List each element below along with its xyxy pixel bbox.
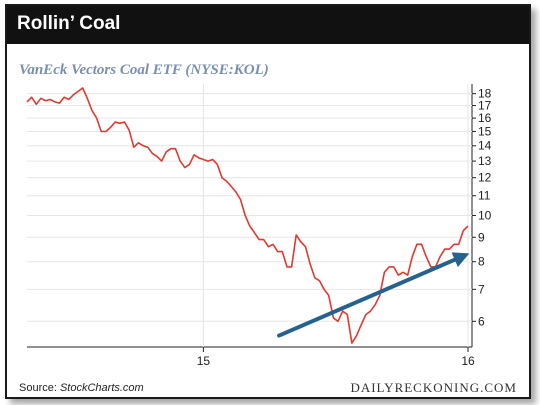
- y-tick-label: 15: [478, 124, 492, 138]
- y-tick-label: 12: [478, 171, 492, 185]
- y-tick-label: 14: [478, 139, 492, 153]
- x-tick-label: 16: [461, 354, 475, 368]
- source-label: Source:: [19, 382, 60, 394]
- y-tick-label: 18: [478, 87, 492, 101]
- brand-logo-text: DAILYRECKONING.COM: [350, 380, 517, 395]
- chart-card: Rollin’ Coal VanEck Vectors Coal ETF (NY…: [5, 4, 531, 399]
- chart-title: VanEck Vectors Coal ETF (NYSE:KOL): [19, 62, 269, 78]
- price-series-line: [26, 87, 469, 344]
- y-tick-label: 13: [478, 154, 492, 168]
- x-tick-label: 15: [197, 354, 211, 368]
- title-bar: Rollin’ Coal: [7, 6, 529, 44]
- chart-headline: Rollin’ Coal: [17, 13, 121, 34]
- trend-arrow: [277, 252, 470, 338]
- y-tick-label: 9: [478, 230, 485, 244]
- y-tick-label: 7: [478, 282, 485, 296]
- y-tick-label: 10: [478, 208, 492, 222]
- y-tick-label: 6: [478, 314, 485, 328]
- source-name: StockCharts.com: [59, 382, 144, 394]
- y-tick-label: 8: [478, 255, 485, 269]
- y-tick-label: 16: [478, 111, 492, 125]
- source-credit: Source: StockCharts.com: [19, 382, 144, 394]
- y-tick-label: 17: [478, 99, 492, 113]
- y-tick-label: 11: [478, 189, 491, 203]
